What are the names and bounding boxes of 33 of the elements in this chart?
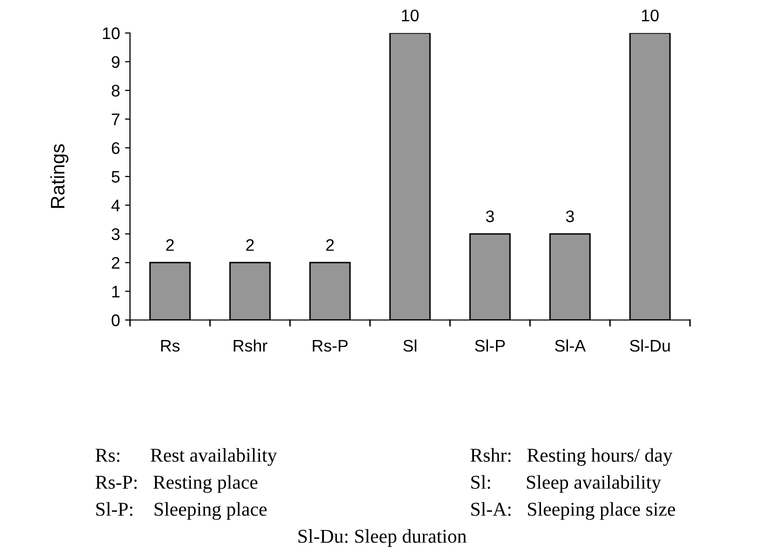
x-tick-label: Sl-Du xyxy=(630,339,670,352)
data-label: 2 xyxy=(246,239,254,251)
x-tick-label: Sl-A xyxy=(555,339,586,352)
x-tick-label: Rshr xyxy=(234,339,268,352)
x-tick-label: Sl-P xyxy=(475,339,505,352)
x-tick-label: Sl xyxy=(403,339,416,352)
text: Sl-Du: Sleep duration xyxy=(298,529,466,547)
y-tick-label: 3 xyxy=(112,228,120,240)
y-tick-label: 4 xyxy=(111,200,120,212)
y-tick-label: 7 xyxy=(112,114,120,126)
y-tick-label: 10 xyxy=(103,27,120,40)
y-tick-label: 6 xyxy=(112,142,120,154)
text: Sl-P: Sleeping place xyxy=(96,502,267,520)
data-label: 10 xyxy=(402,10,419,22)
y-tick-label: 9 xyxy=(112,56,120,68)
y-tick-label: 2 xyxy=(112,257,120,269)
y-tick-label: 1 xyxy=(112,286,120,298)
x-tick-label: Rs xyxy=(161,340,180,352)
x-tick-label: Rs-P xyxy=(312,340,348,352)
y-tick-label: 5 xyxy=(112,171,120,183)
data-label: 3 xyxy=(486,210,494,222)
data-label: 10 xyxy=(642,10,659,22)
data-label: 2 xyxy=(326,239,334,251)
y-tick-label: 0 xyxy=(112,314,120,326)
data-label: 3 xyxy=(566,210,574,222)
text: Rs: Rest availability xyxy=(96,448,277,466)
text: Sl: Sleep availability xyxy=(471,475,662,493)
text: Rshr: Resting hours/ day xyxy=(470,448,672,466)
y-axis-title: Ratings xyxy=(50,144,68,208)
y-tick-label: 8 xyxy=(112,84,120,97)
text: Sl-A: Sleeping place size xyxy=(471,502,676,520)
text: Rs-P: Resting place xyxy=(96,475,258,493)
data-label: 2 xyxy=(166,239,174,251)
